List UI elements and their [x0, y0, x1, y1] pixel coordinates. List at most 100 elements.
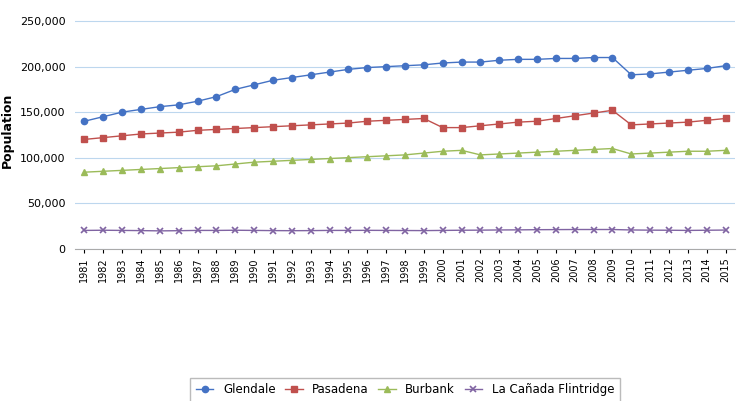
- Glendale: [250, 83, 259, 87]
- Glendale: [231, 87, 240, 92]
- Burbank: [457, 148, 466, 153]
- La Cañada Flintridge: [174, 228, 183, 233]
- Glendale: [476, 60, 485, 65]
- Pasadena: [570, 113, 579, 118]
- La Cañada Flintridge: [136, 228, 146, 233]
- Burbank: [363, 154, 372, 159]
- Glendale: [363, 65, 372, 70]
- La Cañada Flintridge: [495, 227, 504, 232]
- Pasadena: [702, 118, 711, 123]
- Pasadena: [551, 116, 560, 121]
- Burbank: [155, 166, 164, 171]
- Glendale: [646, 71, 655, 76]
- Glendale: [419, 63, 428, 67]
- Burbank: [80, 170, 89, 174]
- Line: Burbank: Burbank: [81, 146, 729, 175]
- Glendale: [570, 56, 579, 61]
- La Cañada Flintridge: [702, 228, 711, 233]
- Burbank: [99, 169, 108, 174]
- La Cañada Flintridge: [551, 227, 560, 232]
- Burbank: [212, 164, 221, 168]
- La Cañada Flintridge: [268, 228, 278, 233]
- Pasadena: [250, 125, 259, 130]
- La Cañada Flintridge: [287, 228, 296, 233]
- Glendale: [664, 70, 674, 75]
- Burbank: [287, 158, 296, 163]
- La Cañada Flintridge: [646, 228, 655, 233]
- Burbank: [476, 152, 485, 157]
- Pasadena: [212, 127, 221, 132]
- La Cañada Flintridge: [99, 228, 108, 233]
- Pasadena: [231, 126, 240, 131]
- Burbank: [683, 149, 692, 154]
- La Cañada Flintridge: [721, 228, 730, 233]
- Pasadena: [721, 116, 730, 121]
- La Cañada Flintridge: [457, 228, 466, 233]
- La Cañada Flintridge: [419, 228, 428, 233]
- La Cañada Flintridge: [306, 228, 315, 233]
- La Cañada Flintridge: [80, 228, 89, 233]
- La Cañada Flintridge: [476, 228, 485, 233]
- Pasadena: [457, 125, 466, 130]
- Glendale: [99, 114, 108, 119]
- Burbank: [608, 146, 617, 151]
- Y-axis label: Population: Population: [1, 93, 14, 168]
- Burbank: [174, 165, 183, 170]
- Pasadena: [495, 122, 504, 126]
- Burbank: [532, 150, 542, 154]
- Pasadena: [476, 124, 485, 128]
- La Cañada Flintridge: [627, 227, 636, 232]
- Glendale: [683, 68, 692, 73]
- Glendale: [212, 94, 221, 99]
- Pasadena: [382, 118, 391, 123]
- Burbank: [514, 151, 523, 156]
- Burbank: [382, 154, 391, 158]
- Pasadena: [344, 121, 353, 126]
- Line: Glendale: Glendale: [81, 55, 729, 124]
- Pasadena: [419, 116, 428, 121]
- Glendale: [721, 63, 730, 68]
- Burbank: [344, 155, 353, 160]
- Burbank: [551, 149, 560, 154]
- Glendale: [155, 104, 164, 109]
- Glendale: [457, 60, 466, 65]
- Glendale: [627, 73, 636, 77]
- Glendale: [438, 61, 447, 65]
- Burbank: [589, 147, 598, 152]
- La Cañada Flintridge: [212, 228, 221, 233]
- Glendale: [495, 58, 504, 63]
- La Cañada Flintridge: [532, 227, 542, 232]
- Pasadena: [306, 122, 315, 127]
- Line: La Cañada Flintridge: La Cañada Flintridge: [81, 227, 729, 234]
- Pasadena: [99, 135, 108, 140]
- Burbank: [268, 159, 278, 164]
- Glendale: [325, 70, 334, 75]
- Pasadena: [363, 119, 372, 124]
- Burbank: [325, 156, 334, 161]
- Pasadena: [325, 122, 334, 126]
- Pasadena: [80, 137, 89, 142]
- Pasadena: [287, 124, 296, 128]
- Burbank: [136, 167, 146, 172]
- Pasadena: [136, 132, 146, 136]
- Pasadena: [664, 121, 674, 126]
- Burbank: [702, 149, 711, 154]
- La Cañada Flintridge: [344, 228, 353, 233]
- La Cañada Flintridge: [570, 227, 579, 232]
- La Cañada Flintridge: [438, 228, 447, 233]
- Glendale: [287, 75, 296, 80]
- Burbank: [495, 152, 504, 156]
- Pasadena: [514, 120, 523, 125]
- Glendale: [514, 57, 523, 62]
- La Cañada Flintridge: [664, 228, 674, 233]
- Pasadena: [532, 119, 542, 124]
- Legend: Glendale, Pasadena, Burbank, La Cañada Flintridge: Glendale, Pasadena, Burbank, La Cañada F…: [190, 378, 620, 401]
- Glendale: [306, 73, 315, 77]
- Burbank: [664, 150, 674, 154]
- Pasadena: [400, 117, 410, 122]
- Glendale: [382, 64, 391, 69]
- Glendale: [174, 102, 183, 107]
- La Cañada Flintridge: [400, 228, 410, 233]
- La Cañada Flintridge: [683, 228, 692, 233]
- Burbank: [627, 152, 636, 156]
